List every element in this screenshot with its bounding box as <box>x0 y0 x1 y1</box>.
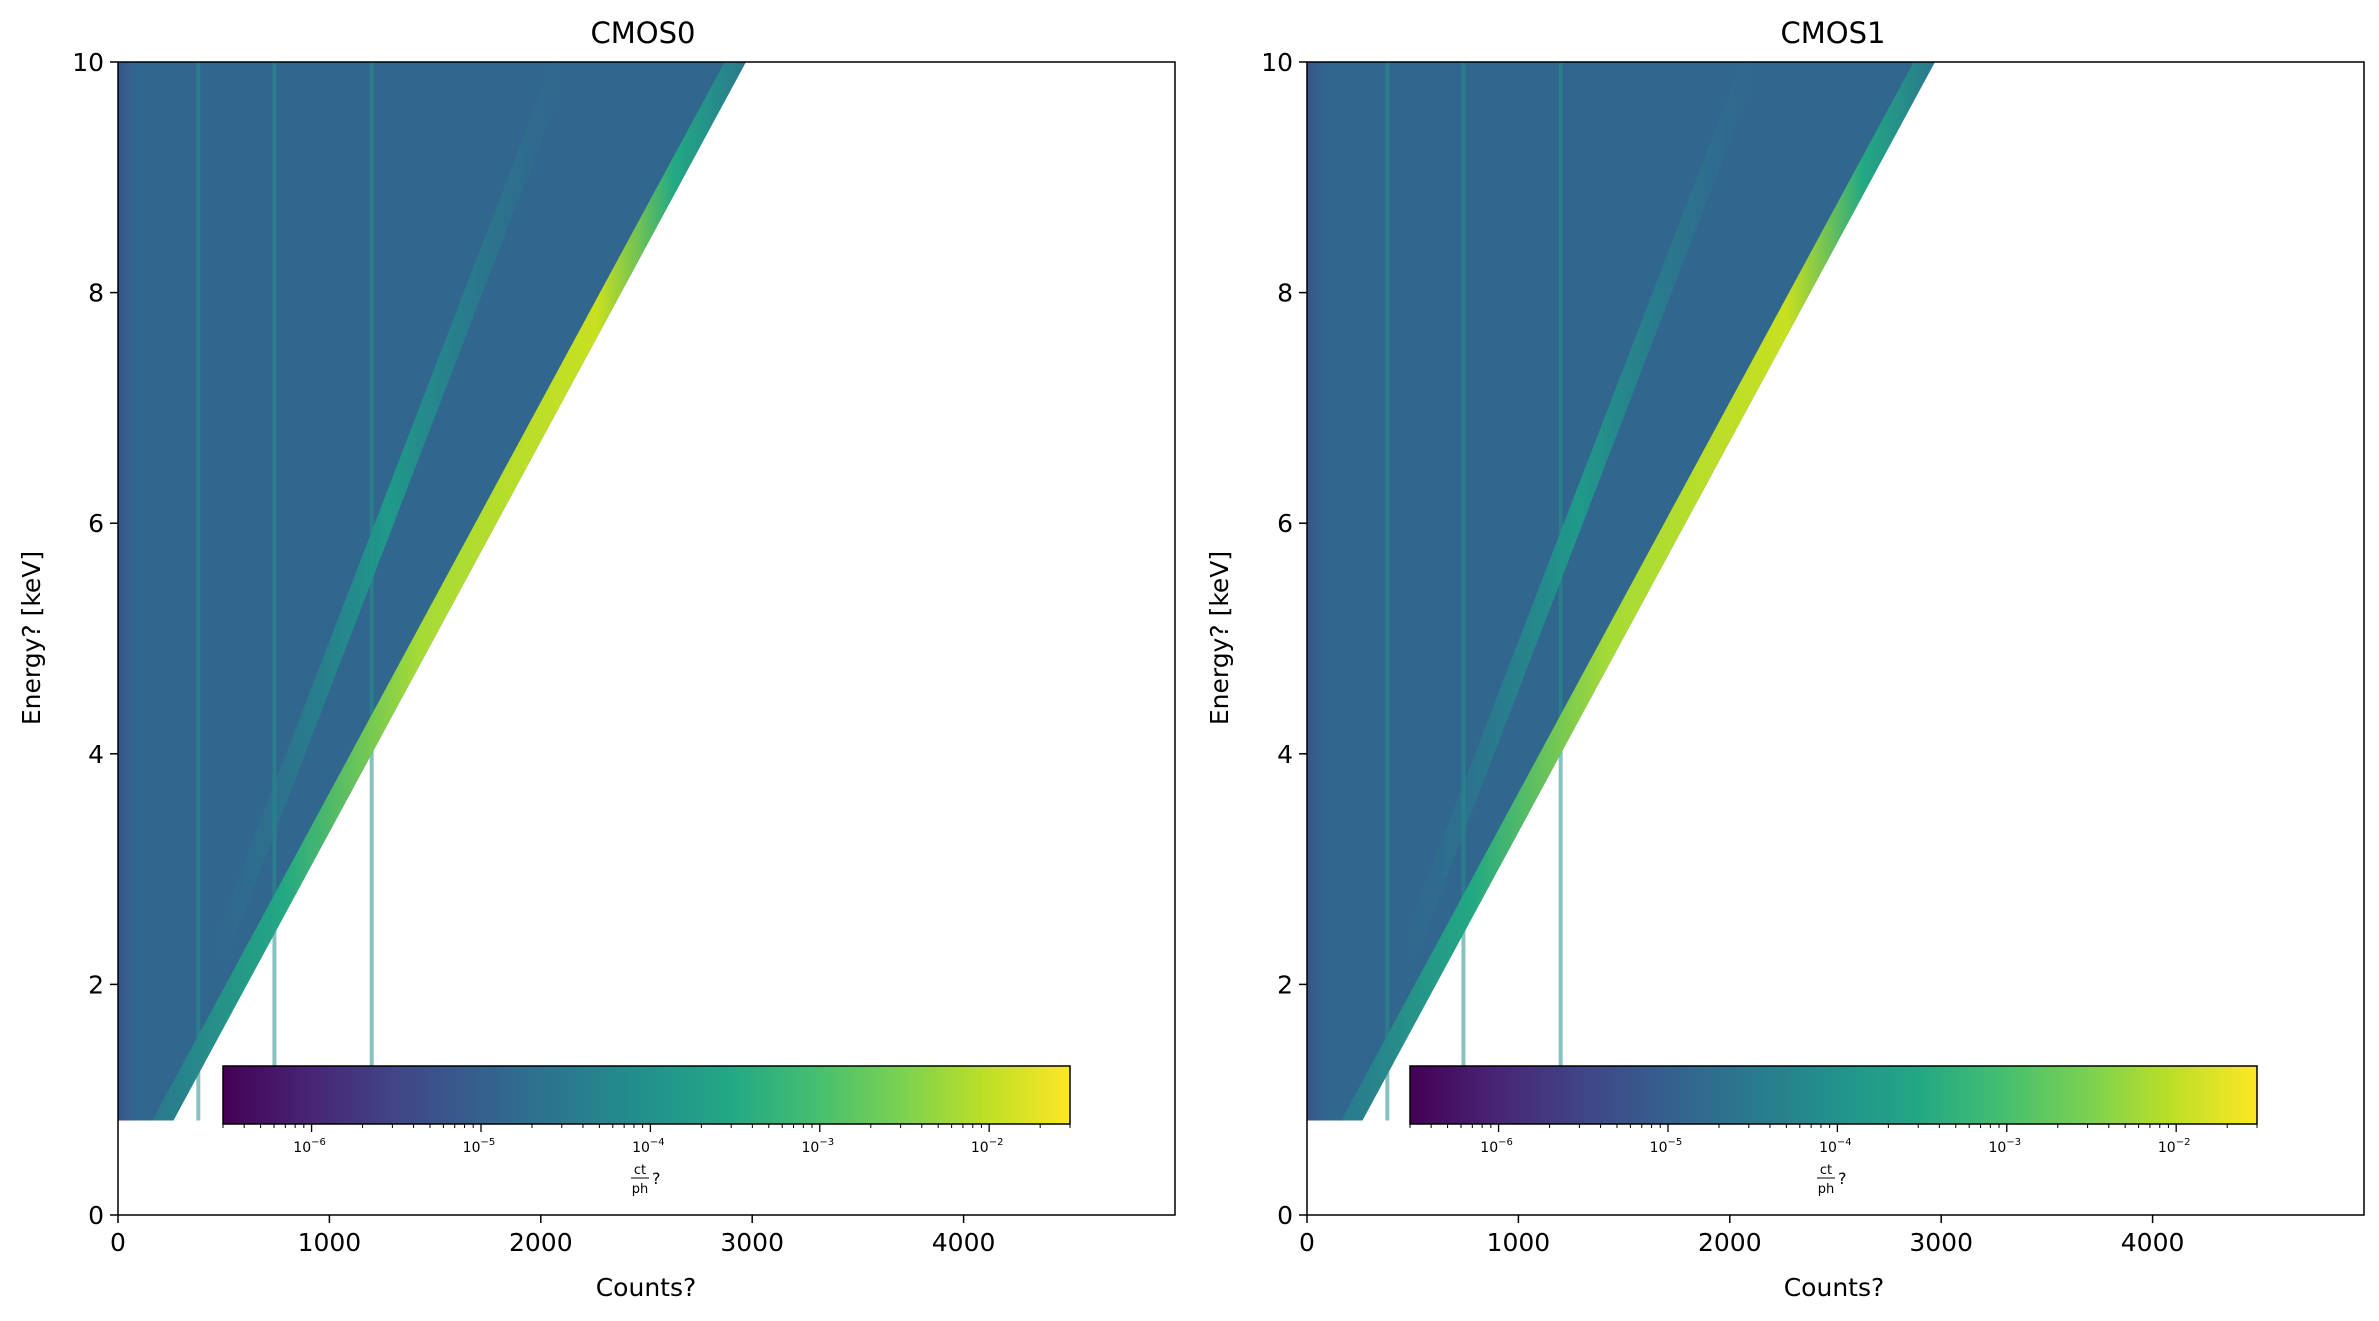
x-tick-label: 1000 <box>298 1228 362 1257</box>
edge-lines <box>1385 62 1563 1121</box>
x-axis-label: Counts? <box>596 1273 697 1302</box>
y-tick-label: 8 <box>88 279 104 308</box>
x-tick-label: 0 <box>110 1228 126 1257</box>
x-tick-label: 1000 <box>1487 1228 1551 1257</box>
low-energy-fade <box>1307 62 1333 1121</box>
colorbar: 10−6 10−5 10−4 10−3 10−2 ct ph ? <box>1409 1065 2258 1197</box>
y-axis-label: Energy? [keV] <box>17 551 46 725</box>
low-energy-fade <box>118 62 144 1121</box>
y-tick-label: 10 <box>72 48 104 77</box>
main-peak-band <box>1341 62 1935 1121</box>
x-axis-ticks: 0 1000 2000 3000 4000 <box>110 1215 995 1257</box>
colorbar-label-suffix: ? <box>1838 1169 1847 1188</box>
colorbar-label-suffix: ? <box>652 1169 661 1188</box>
colorbar-tick-label: 10−2 <box>971 1137 1004 1156</box>
colorbar-label-numerator: ct <box>1820 1163 1832 1178</box>
y-axis-label: Energy? [keV] <box>1205 551 1234 725</box>
y-tick-label: 2 <box>1277 970 1293 999</box>
x-tick-label: 2000 <box>1698 1228 1762 1257</box>
colorbar-label-denominator: ph <box>1818 1182 1835 1197</box>
y-tick-label: 4 <box>1277 740 1293 769</box>
x-tick-label: 3000 <box>1909 1228 1973 1257</box>
y-tick-label: 0 <box>1277 1201 1293 1230</box>
colorbar: 10−6 10−5 10−4 10−3 10−2 ct ph ? <box>222 1065 1071 1197</box>
x-axis-label: Counts? <box>1784 1273 1885 1302</box>
colorbar-ticks: 10−6 10−5 10−4 10−3 10−2 <box>1409 1124 2258 1156</box>
chart-title: CMOS1 <box>1781 16 1886 50</box>
colorbar-tick-label: 10−4 <box>632 1137 665 1156</box>
colorbar-tick-label: 10−3 <box>801 1137 834 1156</box>
colorbar-label: ct ph ? <box>1817 1163 1847 1197</box>
colorbar-tick-label: 10−4 <box>1819 1137 1852 1156</box>
colorbar-tick-label: 10−3 <box>1988 1137 2021 1156</box>
colorbar-tick-label: 10−5 <box>463 1137 496 1156</box>
x-tick-label: 0 <box>1299 1228 1315 1257</box>
edge-lines <box>196 62 374 1121</box>
colorbar-label-numerator: ct <box>634 1163 646 1178</box>
chart-title: CMOS0 <box>591 16 696 50</box>
plot-frame <box>117 61 1176 1216</box>
y-axis-ticks: 0 2 4 6 8 10 <box>1261 48 1307 1230</box>
colorbar-tick-label: 10−6 <box>1480 1137 1513 1156</box>
heatmap-area <box>118 62 746 1121</box>
x-axis-ticks: 0 1000 2000 3000 4000 <box>1299 1215 2184 1257</box>
x-tick-label: 2000 <box>509 1228 573 1257</box>
y-tick-label: 2 <box>88 970 104 999</box>
y-tick-label: 4 <box>88 740 104 769</box>
y-tick-label: 10 <box>1261 48 1293 77</box>
escape-peak-band <box>1395 62 1761 962</box>
y-tick-label: 6 <box>1277 509 1293 538</box>
y-axis-ticks: 0 2 4 6 8 10 <box>72 48 118 1230</box>
colorbar-tick-label: 10−6 <box>293 1137 326 1156</box>
y-tick-label: 6 <box>88 509 104 538</box>
main-peak-band <box>152 62 746 1121</box>
escape-peak-band <box>206 62 572 962</box>
colorbar-label-denominator: ph <box>632 1182 649 1197</box>
y-tick-label: 8 <box>1277 279 1293 308</box>
x-tick-label: 4000 <box>2121 1228 2185 1257</box>
colorbar-tick-label: 10−5 <box>1650 1137 1683 1156</box>
x-tick-label: 3000 <box>720 1228 784 1257</box>
x-tick-label: 4000 <box>932 1228 996 1257</box>
colorbar-tick-label: 10−2 <box>2158 1137 2191 1156</box>
colorbar-gradient <box>1409 1065 2258 1125</box>
heatmap-area <box>1307 62 1935 1121</box>
colorbar-gradient <box>222 1065 1071 1125</box>
colorbar-label: ct ph ? <box>631 1163 661 1197</box>
plot-frame <box>1306 61 2365 1216</box>
colorbar-ticks: 10−6 10−5 10−4 10−3 10−2 <box>222 1124 1071 1156</box>
y-tick-label: 0 <box>88 1201 104 1230</box>
